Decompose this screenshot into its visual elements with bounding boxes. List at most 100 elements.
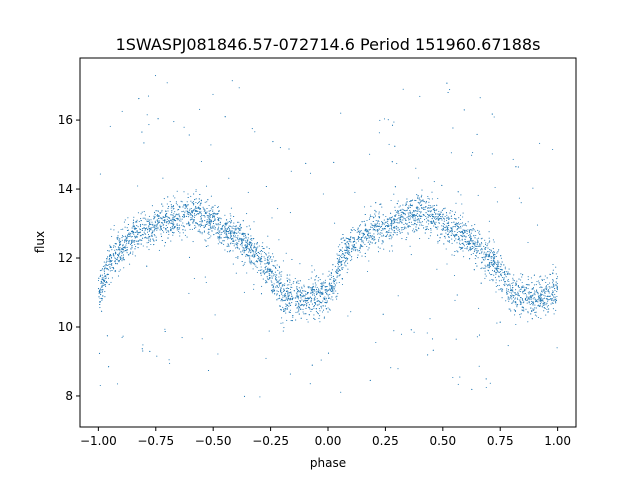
data-point	[335, 272, 337, 274]
data-point	[223, 232, 226, 234]
data-point	[508, 297, 510, 299]
data-point	[389, 224, 391, 226]
data-point	[462, 250, 464, 252]
data-point	[177, 214, 179, 216]
data-point	[391, 245, 393, 247]
data-point	[527, 298, 529, 300]
data-point	[476, 252, 478, 254]
data-point	[532, 298, 534, 300]
data-point	[238, 221, 240, 223]
data-point	[310, 289, 313, 291]
data-point	[271, 272, 273, 274]
data-point	[322, 297, 324, 299]
data-point	[183, 126, 185, 128]
data-point	[99, 289, 101, 291]
data-point	[513, 280, 515, 282]
data-point	[192, 216, 194, 218]
data-point	[366, 219, 368, 222]
data-point	[205, 245, 207, 248]
data-point	[183, 226, 186, 228]
data-point	[491, 261, 493, 264]
data-point	[314, 318, 316, 321]
data-point	[252, 268, 254, 270]
data-point	[378, 217, 380, 219]
data-point	[258, 245, 260, 247]
data-point	[399, 219, 401, 221]
data-point	[474, 244, 476, 246]
data-point	[320, 288, 322, 290]
data-point	[362, 235, 364, 237]
data-point	[350, 232, 352, 234]
data-point	[534, 304, 536, 306]
data-point	[297, 295, 299, 297]
data-point	[133, 225, 135, 227]
data-point	[288, 311, 290, 313]
data-point	[203, 207, 205, 209]
data-point	[242, 265, 244, 267]
data-point	[148, 222, 151, 224]
data-point	[213, 234, 215, 236]
data-point	[366, 270, 369, 273]
data-point	[459, 240, 461, 242]
data-point	[502, 289, 504, 291]
data-point	[229, 243, 232, 245]
data-point	[212, 215, 214, 217]
data-point	[283, 327, 285, 329]
data-point	[346, 241, 348, 243]
data-point	[382, 229, 384, 231]
data-point	[522, 274, 524, 276]
data-point	[494, 262, 496, 264]
data-point	[168, 231, 170, 233]
data-point	[307, 299, 309, 301]
data-point	[167, 196, 169, 198]
data-point	[443, 217, 445, 219]
data-point	[312, 285, 314, 287]
data-point	[146, 229, 149, 231]
data-point	[194, 206, 197, 208]
data-point	[250, 263, 252, 265]
data-point	[197, 207, 200, 209]
data-point	[238, 240, 240, 242]
data-point	[318, 303, 320, 305]
data-point	[196, 207, 199, 209]
data-point	[229, 232, 231, 235]
data-point	[138, 240, 140, 242]
data-point	[283, 299, 285, 302]
data-point	[400, 216, 402, 218]
data-point	[470, 254, 472, 256]
data-point	[182, 222, 184, 224]
data-point	[422, 208, 425, 210]
data-point	[274, 271, 276, 273]
data-point	[140, 235, 142, 237]
data-point	[383, 219, 385, 221]
data-point	[393, 193, 395, 195]
data-point	[415, 214, 417, 216]
data-point	[488, 231, 490, 233]
data-point	[551, 293, 553, 295]
data-point	[384, 228, 387, 230]
data-point	[488, 220, 490, 222]
data-point	[237, 256, 239, 258]
data-point	[134, 237, 136, 239]
data-point	[104, 268, 106, 270]
data-point	[493, 251, 495, 253]
data-point	[316, 298, 318, 300]
data-point	[139, 228, 141, 230]
data-point	[272, 273, 274, 275]
data-point	[517, 298, 519, 301]
data-point	[278, 267, 281, 269]
data-point	[477, 241, 479, 243]
data-point	[556, 276, 559, 278]
data-point	[492, 239, 494, 241]
data-point	[533, 290, 536, 292]
data-point	[227, 238, 229, 240]
data-point	[535, 291, 537, 293]
data-point	[508, 308, 510, 310]
data-point	[344, 257, 346, 259]
data-point	[109, 246, 111, 248]
data-point	[289, 281, 291, 283]
data-point	[101, 289, 103, 291]
data-point	[281, 285, 283, 287]
data-point	[310, 301, 312, 303]
data-point	[427, 197, 429, 199]
